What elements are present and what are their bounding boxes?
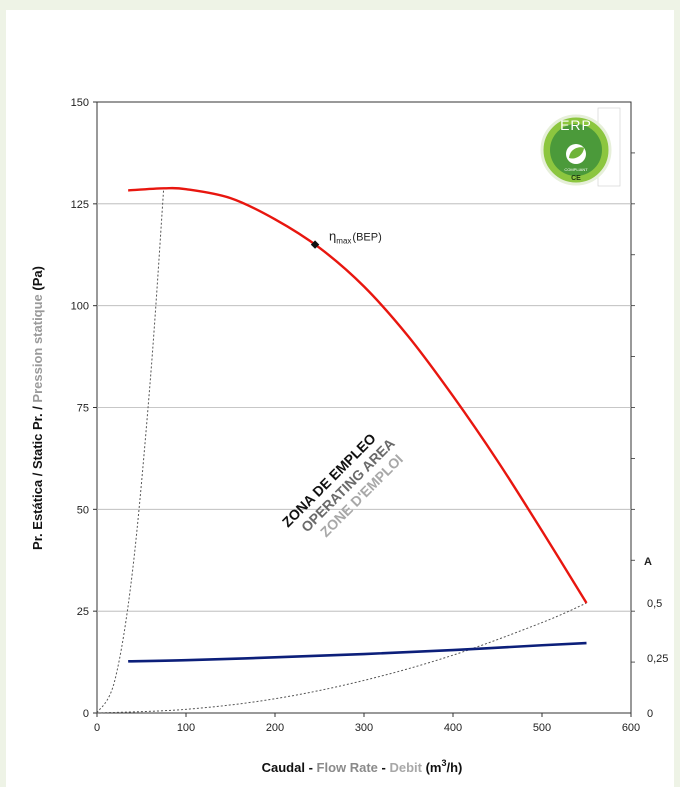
grid-lines — [97, 203, 631, 612]
secondary-tick-label: 0,5 — [647, 598, 662, 610]
x-tick-label: 100 — [177, 722, 195, 734]
ce-mark: CE — [571, 175, 581, 182]
x-tick-label: 200 — [266, 722, 284, 734]
x-tick-label: 0 — [94, 722, 100, 734]
x-axis-title-unit-sup: 3 — [441, 758, 446, 768]
pressure-curve — [128, 186, 588, 604]
x-tick-label: 400 — [444, 722, 462, 734]
bep-marker — [310, 240, 320, 249]
bep-tail: (BEP) — [352, 232, 381, 244]
x-axis-title-en: Flow Rate — [317, 760, 378, 775]
x-axis-title-sep2: - — [378, 760, 390, 775]
erp-compliant-badge: ERP COMPLIANT CE — [540, 107, 621, 187]
x-tick-label: 600 — [622, 722, 640, 734]
bep-annotation: ηmax(BEP) — [329, 229, 382, 246]
x-axis-title-unit-a: (m — [422, 760, 442, 775]
badge-compliant-text: COMPLIANT — [564, 167, 588, 172]
y-tick-label: 150 — [71, 97, 89, 109]
y-tick-label: 100 — [71, 301, 89, 313]
y-tick-label: 0 — [83, 708, 89, 720]
bep-eta: η — [329, 229, 336, 244]
x-axis-title-unit-b: /h) — [447, 760, 463, 775]
series-group — [96, 186, 588, 714]
y-tick-label: 25 — [77, 606, 89, 618]
secondary-axis-ticks: 0 0,25 0,5 — [631, 152, 668, 720]
bep-label: ηmax(BEP) — [329, 229, 382, 246]
operating-limit-bottom — [96, 602, 587, 714]
y-axis-title-fr: Pression statique — [30, 294, 45, 402]
y-axis-ticks: 0 25 50 75 100 125 150 — [71, 97, 97, 720]
leaf-icon — [569, 147, 584, 159]
x-axis-ticks: 0 100 200 300 400 500 600 — [94, 713, 640, 734]
secondary-tick-label: 0 — [647, 708, 653, 720]
x-axis-title-es: Caudal — [262, 760, 305, 775]
y-tick-label: 125 — [71, 199, 89, 211]
y-axis-title: Pr. Estática / Static Pr. / Pression sta… — [30, 266, 45, 550]
y-tick-label: 75 — [77, 403, 89, 415]
badge-erp-text: ERP — [560, 117, 592, 133]
current-curve — [128, 641, 587, 663]
chart-panel: 0 25 50 75 100 125 150 0 100 200 300 400 500 600 0 0,… — [6, 10, 674, 787]
x-axis-title: Caudal - Flow Rate - Debit (m3/h) — [262, 758, 463, 775]
x-axis-title-sep1: - — [305, 760, 317, 775]
flow-pressure-chart: 0 25 50 75 100 125 150 0 100 200 300 400 500 600 0 0,… — [30, 97, 668, 775]
x-tick-label: 300 — [355, 722, 373, 734]
x-axis-title-fr: Debit — [389, 760, 422, 775]
y-tick-label: 50 — [77, 504, 89, 516]
x-tick-label: 500 — [533, 722, 551, 734]
secondary-axis-label: A — [644, 556, 652, 568]
y-axis-title-es-en: Pr. Estática / Static Pr. / — [30, 403, 45, 550]
operating-limit-left — [96, 187, 165, 714]
bep-max: max — [336, 237, 351, 246]
y-axis-title-unit: (Pa) — [30, 266, 45, 294]
secondary-tick-label: 0,25 — [647, 653, 668, 665]
